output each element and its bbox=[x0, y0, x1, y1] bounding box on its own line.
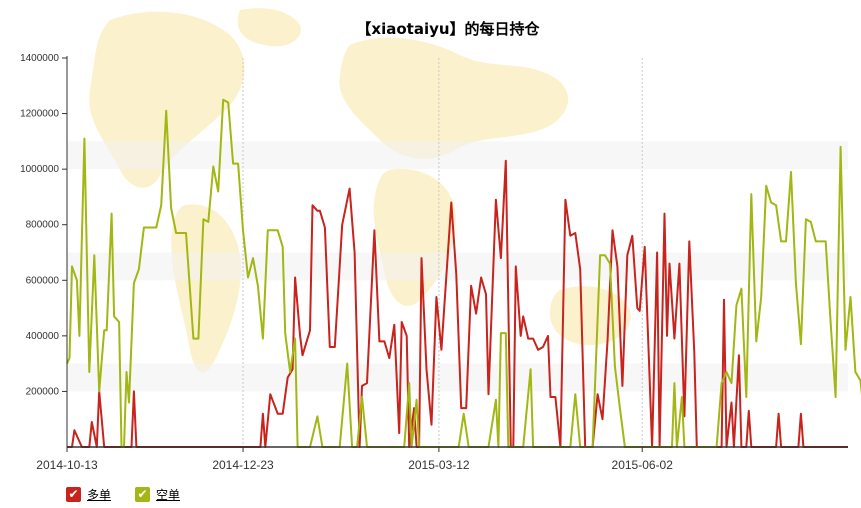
legend: ✔ 多单 ✔ 空单 bbox=[66, 486, 180, 503]
check-icon: ✔ bbox=[66, 487, 81, 502]
legend-label-short: 空单 bbox=[156, 488, 181, 502]
series-line-1 bbox=[66, 98, 861, 448]
y-tick-label: 400000 bbox=[26, 331, 60, 342]
y-tick-label: 1000000 bbox=[20, 164, 59, 175]
map-shape bbox=[237, 8, 301, 47]
legend-item-long[interactable]: ✔ 多单 bbox=[66, 486, 111, 503]
axes: 200000 400000 600000 800000 1000000 1200000 14… bbox=[20, 53, 848, 472]
vertical-gridlines bbox=[242, 58, 643, 447]
x-tick-label: 2015-03-12 bbox=[408, 458, 470, 472]
check-icon: ✔ bbox=[135, 487, 151, 502]
chart-title: 【xiaotaiyu】的每日持仓 bbox=[356, 20, 540, 38]
plot-band bbox=[67, 363, 848, 392]
y-tick-label: 1400000 bbox=[20, 53, 59, 64]
y-tick-label: 1200000 bbox=[20, 109, 59, 120]
x-tick-label: 2015-06-02 bbox=[612, 458, 674, 472]
y-tick-label: 200000 bbox=[26, 386, 60, 397]
x-tick-label: 2014-10-13 bbox=[36, 458, 98, 472]
series-layer bbox=[66, 98, 861, 448]
map-shape bbox=[549, 286, 631, 345]
map-shape bbox=[373, 169, 456, 306]
map-shape bbox=[171, 204, 241, 373]
x-tick-label: 2014-12-23 bbox=[212, 458, 274, 472]
plot-bands bbox=[67, 141, 848, 392]
map-shape bbox=[339, 37, 569, 159]
series-line-0 bbox=[67, 159, 848, 448]
y-tick-label: 600000 bbox=[26, 275, 60, 286]
y-tick-label: 800000 bbox=[26, 220, 60, 231]
plot-band bbox=[67, 252, 848, 281]
plot-band bbox=[67, 141, 848, 170]
legend-label-long: 多单 bbox=[87, 488, 112, 502]
legend-item-short[interactable]: ✔ 空单 bbox=[135, 486, 180, 503]
